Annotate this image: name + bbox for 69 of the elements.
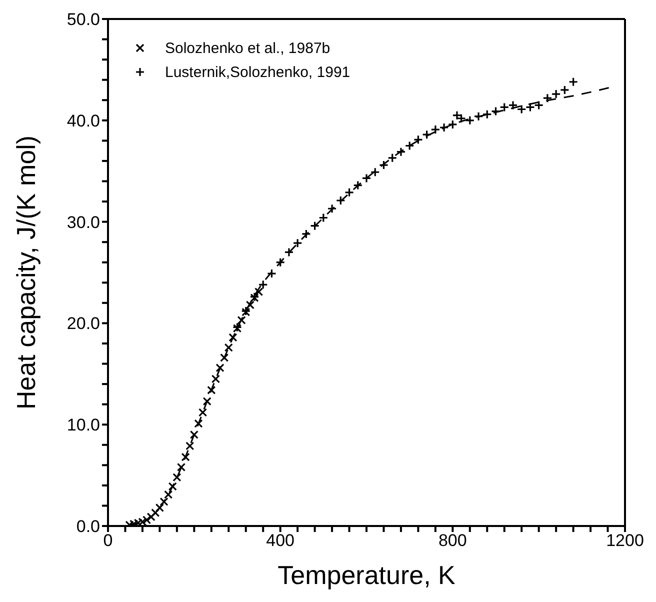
point (508, 100, 518, 110)
point (353, 180, 363, 190)
point (430, 124, 440, 134)
point (186, 442, 194, 450)
point (146, 512, 156, 522)
point (176, 462, 186, 472)
point (439, 122, 449, 132)
point (404, 140, 414, 151)
point (516, 104, 526, 114)
point (202, 396, 212, 406)
point (568, 77, 578, 87)
point (276, 258, 286, 268)
point (194, 419, 203, 428)
point (284, 247, 294, 258)
point (160, 497, 168, 506)
point (456, 114, 466, 124)
point (490, 106, 501, 116)
point (378, 160, 389, 170)
point (172, 473, 182, 482)
point (344, 188, 354, 198)
point (336, 196, 346, 206)
point (474, 112, 484, 122)
point (370, 167, 380, 177)
point (266, 268, 277, 278)
y-tick-label: 50.0 (66, 10, 100, 30)
point (465, 116, 475, 126)
point (292, 238, 302, 248)
point (198, 408, 208, 417)
point (525, 102, 536, 112)
y-tick-label: 0.0 (76, 517, 100, 536)
point (560, 85, 570, 95)
y-tick-label: 10.0 (66, 416, 100, 435)
point (190, 430, 198, 440)
x-axis-title: Temperature, K (278, 560, 456, 590)
y-tick-label: 40.0 (66, 111, 100, 130)
point (310, 221, 320, 231)
point (318, 212, 328, 223)
y-tick-label: 30.0 (66, 212, 100, 232)
x-tick-label: 1200 (606, 531, 644, 550)
x-tick-label: 0 (103, 531, 113, 550)
x-tick-label: 400 (266, 531, 295, 550)
point (482, 110, 492, 120)
y-tick-label: 20.0 (66, 314, 100, 334)
point (164, 490, 173, 499)
point (211, 374, 220, 384)
point (220, 353, 229, 362)
point (216, 364, 224, 372)
point (155, 503, 164, 512)
point (534, 100, 544, 110)
point (224, 343, 233, 352)
point (542, 93, 552, 103)
y-axis-title: Heat capacity, J/(K mol) (11, 135, 42, 410)
point (413, 134, 423, 144)
point (388, 153, 398, 163)
point (151, 508, 160, 518)
point (207, 386, 216, 394)
legend-label: Solozhenko et al., 1987b (165, 40, 330, 56)
point (448, 120, 458, 130)
point (551, 89, 561, 99)
point (181, 452, 190, 462)
point (500, 102, 510, 112)
point (396, 147, 406, 157)
point (422, 130, 432, 140)
point (301, 229, 311, 239)
x-tick-label: 800 (438, 531, 467, 550)
point (362, 173, 372, 183)
point (327, 204, 337, 214)
legend-label: Lusternik,Solozhenko, 1991 (165, 64, 350, 80)
point (168, 482, 177, 491)
